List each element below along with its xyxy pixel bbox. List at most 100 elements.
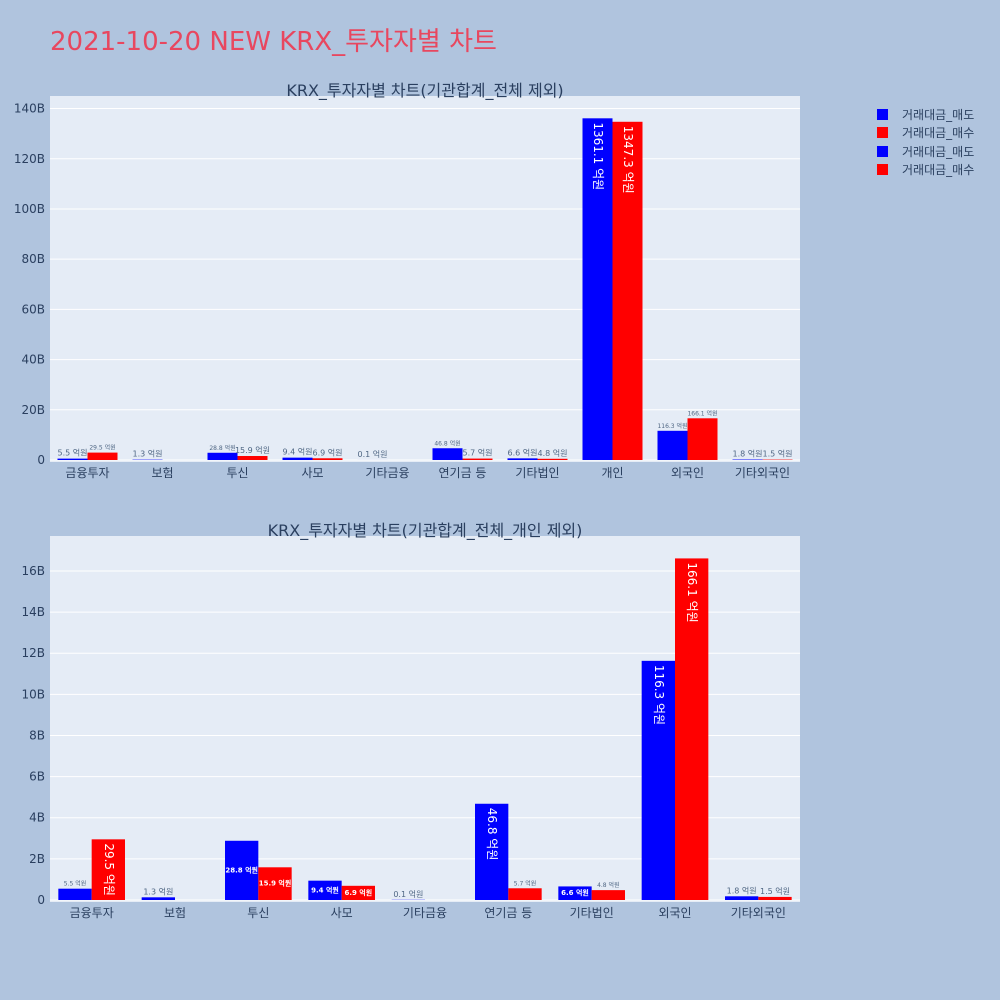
bar[interactable] [475, 803, 509, 900]
data-label: 166.1 억원 [687, 409, 717, 417]
bar[interactable] [641, 660, 675, 900]
y-tick-label: 20B [21, 403, 45, 417]
chart-top: KRX_투자자별 차트(기관합계_전체 제외) 0 20B 40B 60B 80B 100… [14, 81, 800, 480]
data-label: 28.8 억원 [209, 444, 235, 452]
bar[interactable] [237, 456, 268, 460]
x-tick-label: 보험 [151, 466, 173, 480]
y-tick-label: 80B [21, 252, 45, 266]
x-tick-label: 기타금융 [403, 906, 447, 920]
bar[interactable] [87, 452, 118, 460]
y-tick-label: 14B [21, 605, 45, 619]
data-label: 1.5 억원 [760, 886, 790, 896]
data-label: 46.8 억원 [434, 439, 460, 447]
y-tick-label: 8B [29, 728, 45, 742]
y-tick-label: 100B [14, 202, 45, 216]
bar[interactable] [207, 452, 238, 460]
legend-swatch-sell-2[interactable] [877, 146, 888, 157]
bar[interactable] [141, 897, 175, 900]
data-label: 6.9 억원 [313, 447, 343, 457]
y-tick-label: 40B [21, 353, 45, 367]
x-tick-label: 기타금융 [365, 466, 409, 480]
data-label: 5.5 억원 [64, 880, 87, 888]
legend-label-buy-2[interactable]: 거래대금_매수 [902, 163, 974, 177]
x-tick-label: 연기금 등 [439, 466, 487, 480]
bar[interactable] [675, 558, 709, 900]
legend[interactable]: 거래대금_매도 거래대금_매수 거래대금_매도 거래대금_매수 [877, 108, 974, 177]
data-label: 116.3 억원 [652, 665, 666, 725]
x-tick-label: 투신 [226, 466, 248, 480]
bar[interactable] [57, 458, 88, 460]
y-tick-label: 2B [29, 852, 45, 866]
data-label: 5.7 억원 [463, 448, 493, 458]
x-tick-label: 기타법인 [570, 906, 614, 920]
legend-label-sell-2[interactable]: 거래대금_매도 [902, 145, 974, 159]
bar[interactable] [341, 885, 375, 900]
bar[interactable] [687, 418, 718, 460]
data-label: 1.8 억원 [733, 449, 763, 459]
bar[interactable] [582, 118, 613, 461]
y-tick-label: 4B [29, 811, 45, 825]
data-label: 4.8 억원 [538, 448, 568, 458]
bar[interactable] [725, 896, 759, 900]
x-tick-label: 기타외국인 [735, 466, 790, 480]
legend-swatch-buy-2[interactable] [877, 164, 888, 175]
x-tick-label: 사모 [301, 466, 323, 480]
data-label: 9.4 억원 [311, 885, 339, 894]
chart-bottom: KRX_투자자별 차트(기관합계_전체_개인 제외) 0 2B 4B 6B 8B 10B 1… [21, 521, 800, 920]
y-tick-label: 10B [21, 687, 45, 701]
x-tick-label: 개인 [601, 466, 623, 480]
x-tick-label: 사모 [331, 906, 353, 920]
bar[interactable] [91, 839, 125, 900]
legend-swatch-buy[interactable] [877, 127, 888, 138]
data-label: 116.3 억원 [657, 422, 687, 430]
data-label: 1.5 억원 [763, 449, 793, 459]
y-tick-label: 140B [14, 102, 45, 116]
bar[interactable] [537, 458, 568, 460]
data-label: 6.6 억원 [508, 447, 538, 457]
y-tick-label: 60B [21, 302, 45, 316]
legend-label-sell[interactable]: 거래대금_매도 [902, 108, 974, 122]
data-label: 15.9 억원 [259, 879, 292, 888]
data-label: 28.8 억원 [225, 865, 258, 874]
bar[interactable] [462, 458, 493, 460]
plot-area-top [50, 96, 800, 462]
data-label: 1.3 억원 [143, 886, 173, 896]
data-label: 1347.3 억원 [621, 126, 635, 194]
bar[interactable] [258, 867, 292, 900]
x-tick-label: 외국인 [671, 466, 704, 480]
bar[interactable] [282, 457, 313, 460]
y-tick-label: 0 [37, 893, 45, 907]
bar[interactable] [308, 880, 342, 900]
data-label: 1361.1 억원 [591, 122, 605, 190]
x-tick-label: 외국인 [658, 906, 691, 920]
bar[interactable] [508, 888, 542, 900]
x-tick-label: 기타법인 [515, 466, 559, 480]
y-tick-label: 120B [14, 152, 45, 166]
data-label: 6.6 억원 [561, 888, 589, 897]
bar[interactable] [507, 458, 538, 460]
x-tick-label: 투신 [247, 906, 269, 920]
bar[interactable] [558, 886, 592, 900]
bar[interactable] [58, 888, 92, 900]
x-tick-label: 금융투자 [65, 466, 109, 480]
bar[interactable] [612, 121, 643, 460]
bar[interactable] [657, 430, 688, 460]
data-label: 5.7 억원 [514, 879, 537, 887]
y-tick-label: 0 [37, 453, 45, 467]
data-label: 166.1 억원 [685, 562, 699, 622]
bar[interactable] [312, 458, 343, 460]
data-label: 0.1 억원 [358, 449, 388, 459]
bar[interactable] [432, 448, 463, 460]
bar[interactable] [225, 840, 259, 900]
legend-label-buy[interactable]: 거래대금_매수 [902, 126, 974, 140]
x-tick-label: 연기금 등 [484, 906, 532, 920]
data-label: 0.1 억원 [393, 889, 423, 899]
bar[interactable] [758, 896, 792, 900]
chart-bottom-title: KRX_투자자별 차트(기관합계_전체_개인 제외) [268, 521, 583, 541]
legend-swatch-sell[interactable] [877, 109, 888, 120]
bar[interactable] [591, 890, 625, 900]
data-label: 9.4 억원 [283, 447, 313, 457]
data-label: 4.8 억원 [597, 881, 620, 889]
x-tick-label: 보험 [164, 906, 186, 920]
